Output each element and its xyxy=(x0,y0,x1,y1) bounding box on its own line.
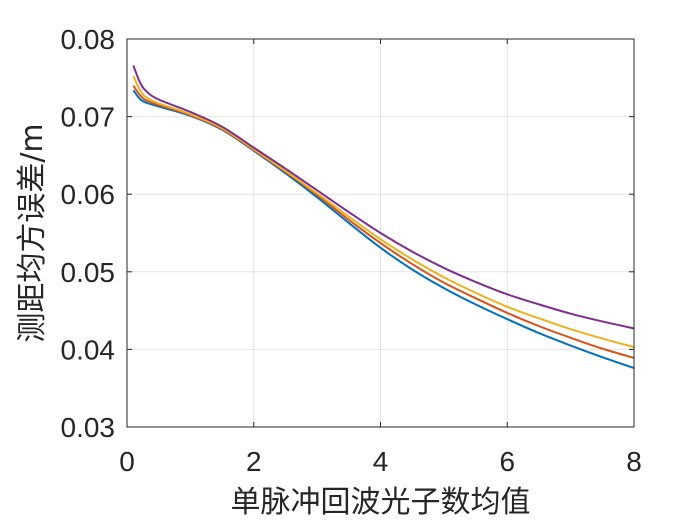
x-tick-label: 0 xyxy=(119,446,135,477)
x-tick-label: 2 xyxy=(246,446,262,477)
y-tick-label: 0.03 xyxy=(61,412,116,443)
y-tick-label: 0.04 xyxy=(61,334,116,365)
y-tick-label: 0.05 xyxy=(61,257,116,288)
series-line-4 xyxy=(132,65,635,330)
x-tick-label: 8 xyxy=(626,446,642,477)
series-group xyxy=(132,65,635,369)
y-tick-label: 0.08 xyxy=(61,24,116,55)
x-tick-label: 4 xyxy=(373,446,389,477)
x-tick-label: 6 xyxy=(499,446,515,477)
axis-ticks: 0 2 4 6 8 0.03 0.04 0.05 0.06 0.07 0.08 xyxy=(61,24,642,477)
series-line-3 xyxy=(132,75,635,349)
x-axis-label: 单脉冲回波光子数均值 xyxy=(231,485,531,520)
y-tick-label: 0.07 xyxy=(61,102,116,133)
y-tick-label: 0.06 xyxy=(61,179,116,210)
series-line-1 xyxy=(132,89,635,369)
series-line-2 xyxy=(132,84,635,359)
y-axis-label: 测距均方误差/m xyxy=(15,123,50,342)
